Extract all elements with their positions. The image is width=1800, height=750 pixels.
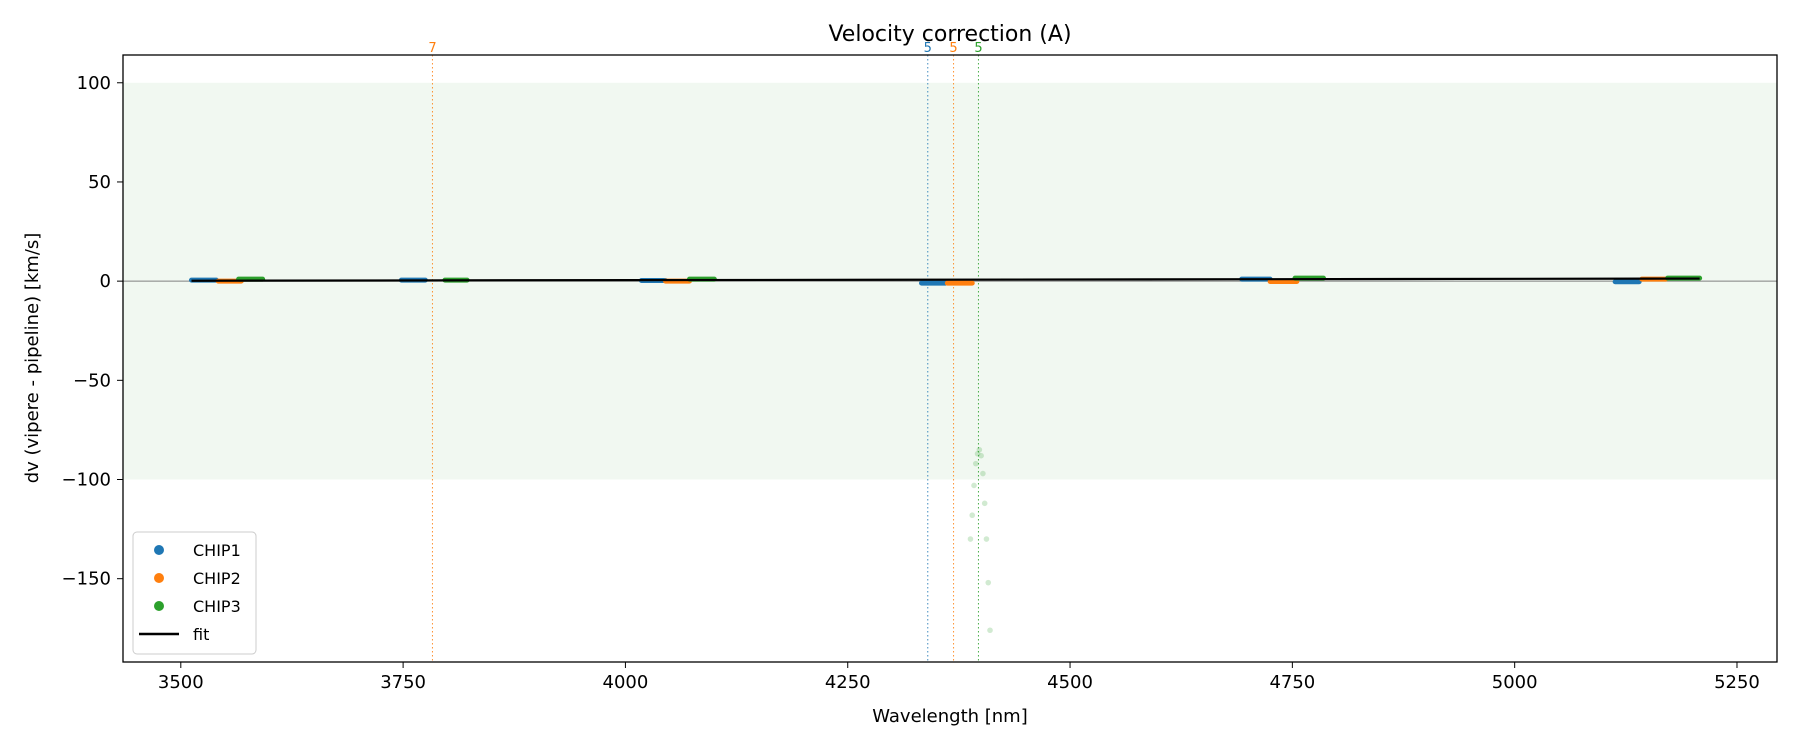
y-tick-label--100: −100 [62, 470, 111, 491]
chart-title: Velocity correction (A) [828, 22, 1071, 47]
x-tick-label-5000: 5000 [1492, 672, 1538, 693]
x-tick-label-4000: 4000 [603, 672, 649, 693]
vertical-lines-layer: 7 5 5 5 [428, 41, 983, 662]
x-tick-label-3750: 3750 [380, 672, 426, 693]
x-tick-label-4750: 4750 [1269, 672, 1315, 693]
y-axis-title: dv (vipere - pipeline) [km/s] [22, 233, 43, 484]
chip3-outlier-5 [976, 446, 983, 453]
y-tick-label-50: 50 [88, 172, 111, 193]
legend-marker-chip1 [154, 545, 164, 555]
chip3-outlier-8 [981, 500, 988, 507]
plot-frame [122, 54, 1778, 663]
chip3-outlier-9 [983, 536, 990, 542]
fit-line [191, 277, 1700, 282]
chip3-outlier-7 [980, 470, 986, 477]
chip3-outlier-0 [967, 536, 974, 542]
x-tick-label-5250: 5250 [1714, 672, 1760, 693]
legend-label-chip3: CHIP3 [193, 597, 241, 616]
chip3-outlier-4 [974, 450, 981, 457]
chip3-outlier-11 [987, 627, 993, 634]
legend-label-fit: fit [193, 625, 209, 644]
y-tick-label--150: −150 [62, 569, 111, 590]
x-tick-label-4250: 4250 [825, 672, 871, 693]
chip3-outlier-3 [972, 460, 979, 467]
legend-label-chip1: CHIP1 [193, 541, 241, 560]
legend: CHIP1 CHIP2 CHIP3 fit [132, 531, 257, 655]
fit-layer [191, 277, 1700, 282]
x-axis-title: Wavelength [nm] [872, 706, 1028, 727]
y-tick-label-100: 100 [77, 73, 111, 94]
chip3-outlier-1 [969, 512, 976, 519]
legend-label-chip2: CHIP2 [193, 569, 241, 588]
vline-label-1: 5 [924, 41, 932, 56]
legend-box [132, 531, 257, 655]
chip3-outlier-6 [978, 452, 984, 459]
chip3-outlier-10 [985, 579, 992, 586]
vline-label-3: 5 [974, 41, 982, 56]
legend-marker-chip2 [154, 573, 164, 583]
chip3-outlier-2 [971, 482, 977, 489]
x-tick-label-4500: 4500 [1047, 672, 1093, 693]
y-tick-label-0: 0 [100, 271, 111, 292]
y-tick-label--50: −50 [73, 370, 111, 391]
y-axis: 100 50 0 −50 −100 −150 [62, 73, 123, 590]
vline-label-0: 7 [428, 41, 436, 56]
x-tick-label-3500: 3500 [158, 672, 204, 693]
vline-label-2: 5 [949, 41, 957, 56]
x-axis: 3500 3750 4000 4250 4500 4750 5000 5250 [158, 662, 1760, 693]
legend-marker-chip3 [154, 601, 164, 611]
